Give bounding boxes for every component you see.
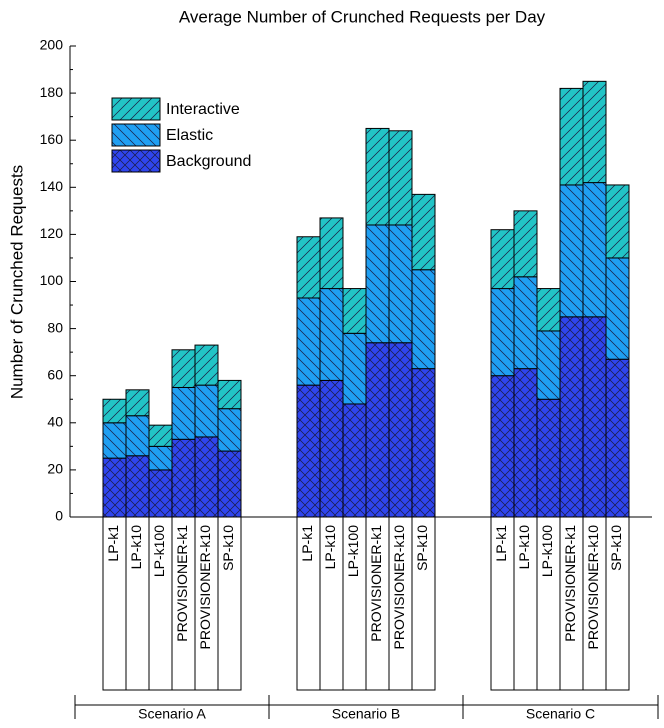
bar-segment (605, 257, 630, 360)
bar-segment (605, 358, 630, 518)
bar-segment (536, 288, 561, 332)
y-tick-label: 20 (47, 461, 63, 477)
x-tick-label: PROVISIONER-k1 (562, 525, 578, 642)
y-tick-label: 140 (40, 178, 64, 194)
bar-segment (125, 389, 150, 417)
y-tick-label: 80 (47, 319, 63, 335)
bar-segment (411, 269, 436, 370)
bar-segment (148, 469, 173, 518)
bar-segment (171, 349, 196, 388)
x-tick-label: LP-k1 (299, 525, 315, 562)
bar-segment (148, 424, 173, 447)
x-tick-label: LP-k10 (516, 525, 532, 570)
x-tick-label: SP-k10 (414, 525, 430, 571)
bar-segment (194, 436, 219, 518)
y-tick-label: 160 (40, 131, 64, 147)
x-tick-label: LP-k1 (493, 525, 509, 562)
bar-segment (171, 386, 196, 440)
bar-segment (319, 217, 344, 290)
x-tick-label: LP-k1 (105, 525, 121, 562)
x-tick-label: PROVISIONER-k1 (174, 525, 190, 642)
y-tick-label: 0 (55, 508, 63, 524)
bar-segment (217, 450, 242, 518)
x-tick-label: LP-k10 (322, 525, 338, 570)
x-tick-label: LP-k10 (128, 525, 144, 570)
bar-segment (490, 375, 515, 518)
bar-segment (559, 316, 584, 518)
bar-segment (536, 398, 561, 518)
bar-segment (411, 368, 436, 518)
bar-segment (388, 224, 413, 344)
y-tick-label: 180 (40, 84, 64, 100)
bar-segment (296, 236, 321, 299)
bar-segment (125, 415, 150, 457)
bar-segment (102, 398, 127, 424)
bar-segment (171, 438, 196, 518)
category-box (217, 516, 242, 691)
bar-segment (536, 330, 561, 400)
y-tick-label: 100 (40, 272, 64, 288)
y-tick-label: 200 (40, 37, 64, 53)
y-tick-label: 60 (47, 366, 63, 382)
bar-segment (342, 288, 367, 334)
bar-segment (605, 184, 630, 259)
x-tick-label: PROVISIONER-k1 (368, 525, 384, 642)
bar-segment (365, 127, 390, 226)
bar-segment (388, 130, 413, 226)
bar-segment (559, 184, 584, 318)
x-tick-label: PROVISIONER-k10 (391, 525, 407, 650)
legend-label: Elastic (166, 127, 213, 144)
bar-segment (559, 87, 584, 186)
bar-segment (513, 368, 538, 518)
bar-segment (296, 384, 321, 518)
legend-swatch (111, 149, 161, 173)
group-label: Scenario B (332, 706, 400, 722)
bar-segment (582, 80, 607, 184)
bar-segment (217, 379, 242, 410)
bar-segment (582, 182, 607, 318)
legend-swatch (111, 123, 161, 147)
bar-segment (125, 455, 150, 518)
bar-segment (217, 408, 242, 452)
bar-segment (342, 332, 367, 405)
y-tick-label: 40 (47, 414, 63, 430)
y-axis-title: Number of Crunched Requests (7, 165, 26, 399)
bar-segment (102, 457, 127, 518)
bar-segment (582, 316, 607, 518)
bar-segment (513, 210, 538, 278)
bar-segment (194, 344, 219, 386)
bar-segment (296, 297, 321, 386)
legend-swatch (111, 97, 161, 121)
group-label: Scenario A (138, 706, 206, 722)
y-tick-label: 120 (40, 225, 64, 241)
bar-segment (365, 342, 390, 518)
group-label: Scenario C (526, 706, 595, 722)
bar-segment (513, 276, 538, 370)
legend-label: Background (166, 153, 251, 170)
x-tick-label: LP-k100 (539, 525, 555, 577)
bar-segment (388, 342, 413, 518)
category-box (411, 516, 436, 691)
bar-segment (490, 288, 515, 377)
bar-segment (102, 422, 127, 459)
bar-segment (411, 193, 436, 271)
bar-segment (365, 224, 390, 344)
bar-segment (194, 384, 219, 438)
x-tick-label: PROVISIONER-k10 (197, 525, 213, 650)
x-tick-label: PROVISIONER-k10 (585, 525, 601, 650)
x-tick-label: LP-k100 (345, 525, 361, 577)
bar-segment (342, 403, 367, 518)
bar-segment (319, 288, 344, 381)
bar-segment (319, 379, 344, 518)
category-box (605, 516, 630, 691)
chart-title: Average Number of Crunched Requests per … (179, 7, 546, 26)
x-tick-label: SP-k10 (608, 525, 624, 571)
legend-label: Interactive (166, 101, 240, 118)
x-tick-label: SP-k10 (220, 525, 236, 571)
bar-segment (148, 445, 173, 471)
bar-segment (490, 229, 515, 290)
x-tick-label: LP-k100 (151, 525, 167, 577)
